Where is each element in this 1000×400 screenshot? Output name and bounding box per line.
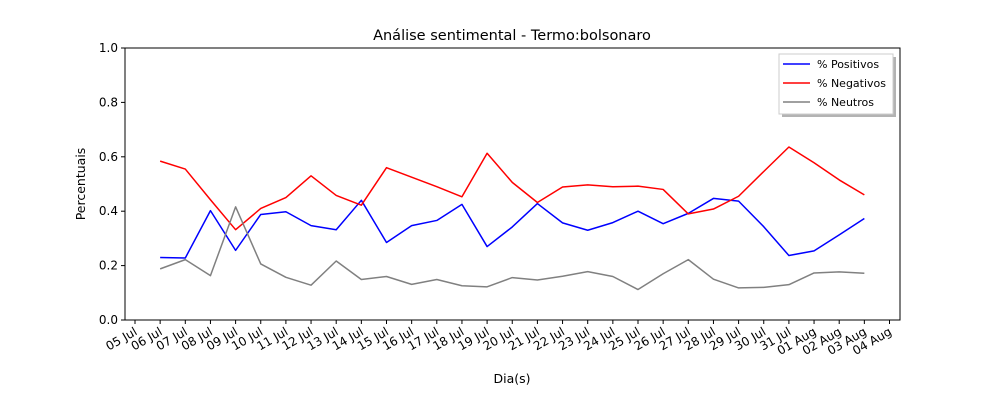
y-tick-label: 0.8 — [99, 95, 118, 109]
series-lines — [159, 146, 865, 291]
series-line-1 — [159, 146, 865, 231]
y-axis: 0.0 0.2 0.4 0.6 0.8 1.0 — [99, 41, 125, 327]
plot-area — [124, 47, 901, 321]
series-line-0 — [160, 197, 865, 259]
y-tick-label: 0.2 — [99, 259, 118, 273]
legend-label: % Positivos — [817, 58, 879, 71]
y-tick-label: 0.0 — [99, 313, 118, 327]
legend-label: % Negativos — [817, 77, 886, 90]
legend-label: % Neutros — [817, 96, 874, 109]
series-line-2 — [159, 206, 865, 291]
y-tick-label: 1.0 — [99, 41, 118, 55]
y-tick-label: 0.4 — [99, 204, 118, 218]
y-axis-label: Percentuais — [73, 148, 88, 221]
legend: % Positivos % Negativos % Neutros — [778, 53, 896, 117]
y-tick-label: 0.6 — [99, 150, 118, 164]
chart-title: Análise sentimental - Termo:bolsonaro — [373, 28, 651, 44]
x-axis-label: Dia(s) — [493, 371, 530, 386]
